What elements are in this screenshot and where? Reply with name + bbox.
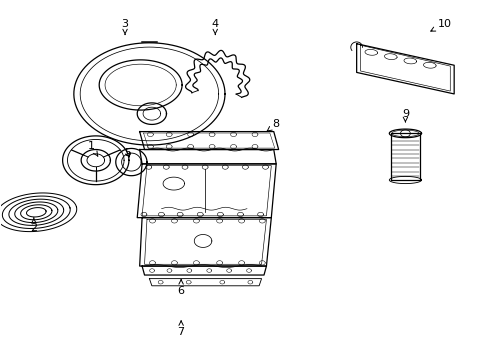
- Text: 1: 1: [87, 141, 98, 156]
- Text: 5: 5: [124, 148, 131, 158]
- Text: 8: 8: [266, 120, 279, 131]
- Text: 7: 7: [177, 321, 184, 337]
- Text: 9: 9: [401, 109, 408, 122]
- Text: 10: 10: [430, 19, 450, 31]
- Text: 4: 4: [211, 19, 218, 35]
- Text: 6: 6: [177, 280, 184, 296]
- Text: 2: 2: [30, 218, 38, 233]
- Text: 3: 3: [122, 19, 128, 35]
